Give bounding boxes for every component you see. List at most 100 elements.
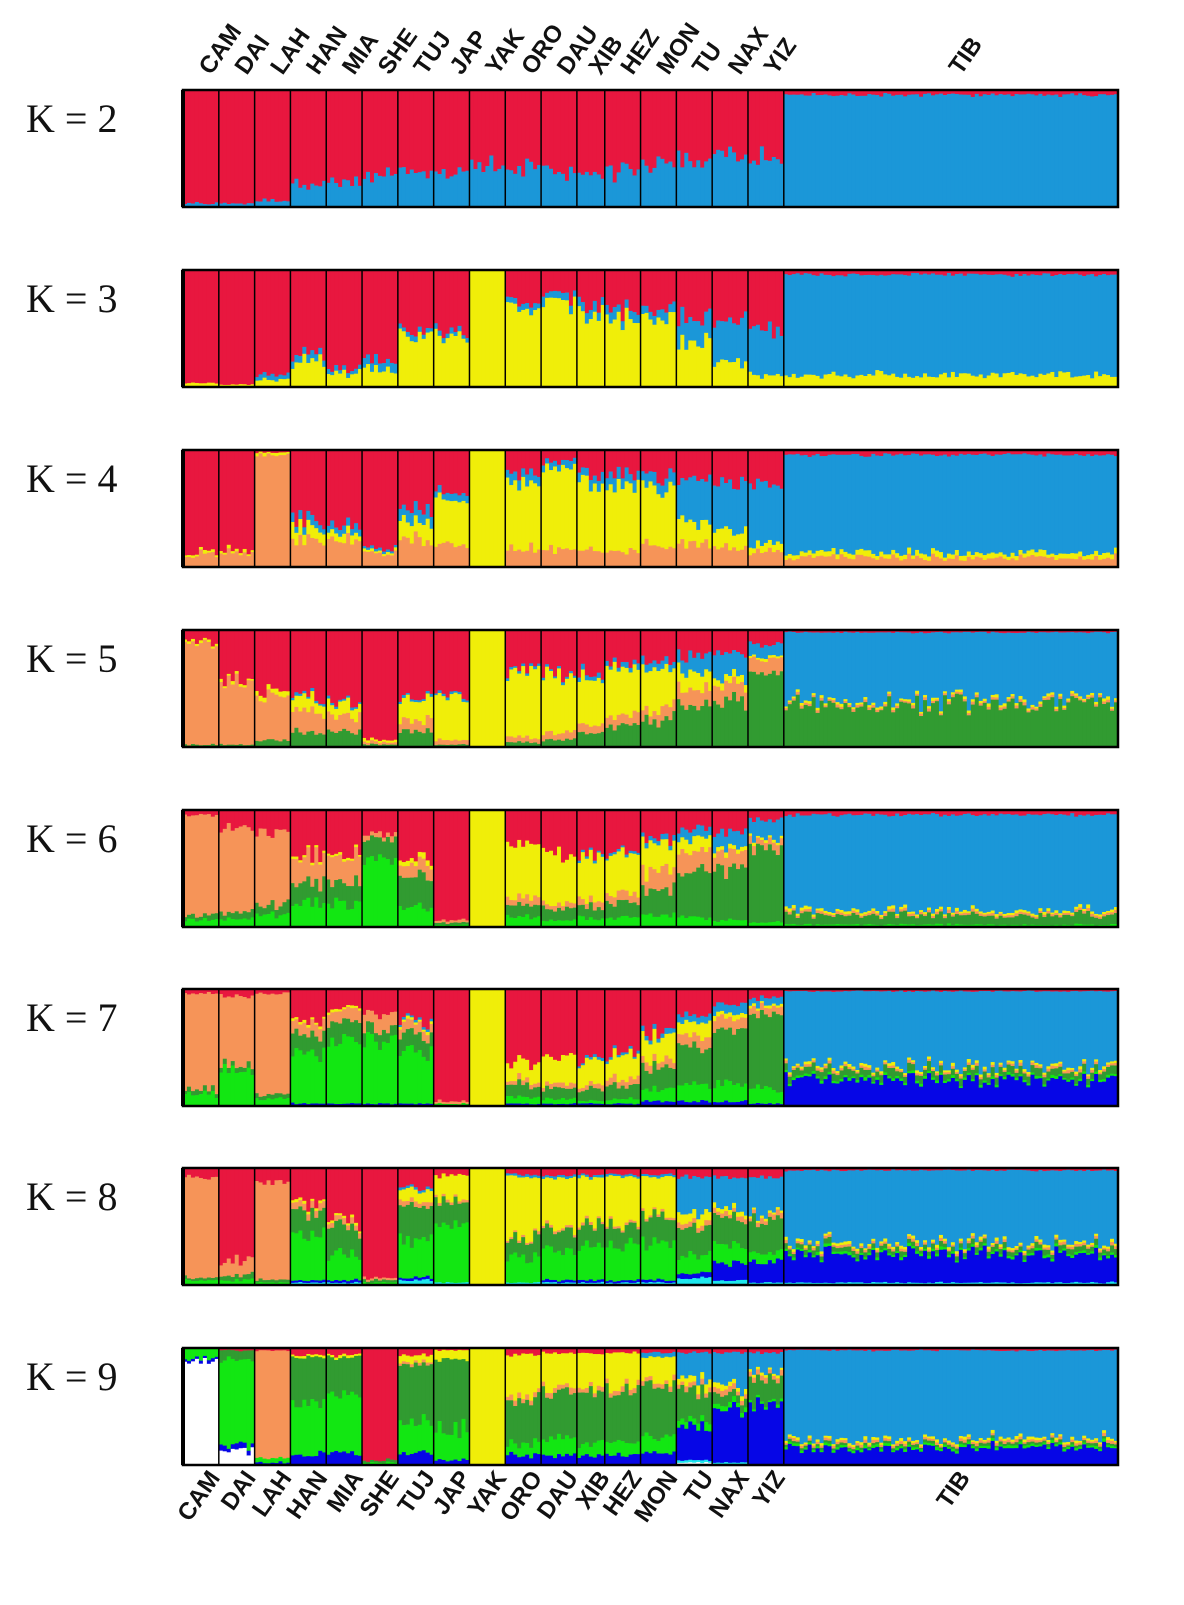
ancestry-segment <box>414 342 419 387</box>
ancestry-segment <box>338 715 343 731</box>
ancestry-segment <box>211 1091 216 1106</box>
ancestry-segment <box>975 377 980 388</box>
ancestry-segment <box>406 337 411 388</box>
ancestry-segment <box>1023 702 1028 705</box>
ancestry-segment <box>569 673 574 732</box>
ancestry-segment <box>593 902 598 910</box>
ancestry-segment <box>804 909 809 912</box>
ancestry-segment <box>1098 632 1103 694</box>
ancestry-segment <box>867 457 872 551</box>
ancestry-segment <box>963 556 968 561</box>
ancestry-segment <box>263 90 268 199</box>
ancestry-segment <box>418 630 423 701</box>
ancestry-segment <box>796 813 801 914</box>
ancestry-segment <box>581 732 586 747</box>
ancestry-segment <box>931 916 936 919</box>
ancestry-segment <box>656 841 661 846</box>
ancestry-segment <box>513 450 518 472</box>
ancestry-segment <box>999 94 1004 207</box>
ancestry-segment <box>680 828 685 838</box>
ancestry-segment <box>438 544 443 567</box>
ancestry-segment <box>613 492 618 551</box>
ancestry-segment <box>581 467 586 475</box>
ancestry-segment <box>382 363 387 372</box>
ancestry-segment <box>227 270 232 385</box>
ancestry-segment <box>334 541 339 567</box>
ancestry-segment <box>450 494 455 501</box>
ancestry-segment <box>346 696 351 698</box>
ancestry-segment <box>370 630 375 738</box>
ancestry-segment <box>581 551 586 568</box>
ancestry-segment <box>967 913 972 915</box>
ancestry-segment <box>1007 814 1012 913</box>
ancestry-segment <box>692 658 697 672</box>
ancestry-segment <box>426 450 431 504</box>
ancestry-segment <box>239 555 244 567</box>
ancestry-segment <box>402 536 407 567</box>
ancestry-segment <box>350 90 355 186</box>
ancestry-segment <box>422 852 427 859</box>
ancestry-segment <box>346 450 351 518</box>
ancestry-segment <box>839 910 844 913</box>
ancestry-segment <box>1011 696 1016 699</box>
ancestry-segment <box>302 735 307 748</box>
ancestry-segment <box>593 312 598 388</box>
ancestry-segment <box>529 315 534 387</box>
ancestry-segment <box>306 90 311 190</box>
ancestry-segment <box>963 632 968 697</box>
ancestry-segment <box>414 719 419 730</box>
ancestry-segment <box>497 810 502 927</box>
ancestry-segment <box>832 548 837 555</box>
ancestry-segment <box>203 1085 208 1091</box>
ancestry-segment <box>557 734 562 740</box>
ancestry-segment <box>282 1094 287 1099</box>
ancestry-segment <box>855 705 860 708</box>
ancestry-segment <box>1007 702 1012 748</box>
ancestry-segment <box>700 864 705 918</box>
ancestry-segment <box>843 552 848 557</box>
ancestry-segment <box>979 701 984 704</box>
ancestry-segment <box>983 699 988 702</box>
ancestry-segment <box>593 1057 598 1084</box>
ancestry-segment <box>1003 555 1008 559</box>
ancestry-segment <box>493 989 498 1106</box>
ancestry-segment <box>334 733 339 747</box>
ancestry-segment <box>879 97 884 208</box>
ancestry-segment <box>223 90 228 203</box>
ancestry-segment <box>533 310 538 387</box>
ancestry-segment <box>839 549 844 554</box>
ancestry-segment <box>354 90 359 177</box>
ancestry-segment <box>1082 556 1087 560</box>
ancestry-segment <box>1015 375 1020 387</box>
ancestry-segment <box>836 909 841 912</box>
ancestry-segment <box>728 630 733 654</box>
ancestry-segment <box>354 709 359 723</box>
ancestry-segment <box>593 301 598 312</box>
ancestry-segment <box>1074 693 1079 695</box>
ancestry-segment <box>792 908 797 910</box>
ancestry-segment <box>832 372 837 388</box>
ancestry-segment <box>414 861 419 866</box>
ancestry-segment <box>386 989 391 1015</box>
ancestry-segment <box>203 815 208 914</box>
ancestry-segment <box>247 90 252 203</box>
ancestry-segment <box>971 912 976 925</box>
ancestry-segment <box>768 90 773 161</box>
ancestry-segment <box>652 630 657 661</box>
ancestry-segment <box>1038 549 1043 556</box>
ancestry-segment <box>569 314 574 387</box>
ancestry-segment <box>668 850 673 875</box>
ancestry-segment <box>561 1098 566 1104</box>
ancestry-segment <box>839 455 844 550</box>
ancestry-segment <box>462 544 467 567</box>
ancestry-segment <box>294 696 299 708</box>
ancestry-segment <box>390 555 395 567</box>
ancestry-segment <box>991 695 996 698</box>
ancestry-segment <box>863 550 868 556</box>
ancestry-segment <box>680 90 685 168</box>
ancestry-segment <box>776 550 781 567</box>
ancestry-segment <box>656 90 661 157</box>
ancestry-segment <box>680 478 685 516</box>
ancestry-segment <box>1054 915 1059 925</box>
ancestry-segment <box>859 707 864 748</box>
